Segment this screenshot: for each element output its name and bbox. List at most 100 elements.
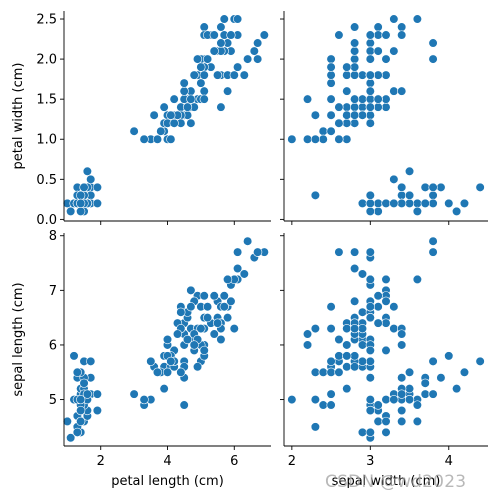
scatter-point [357, 356, 368, 366]
scatter-point [428, 198, 438, 208]
scatter-point [350, 323, 360, 334]
scatter-point [365, 94, 375, 104]
scatter-point [152, 134, 163, 144]
scatter-point [216, 22, 226, 32]
scatter-point [350, 94, 360, 104]
scatter-point [139, 134, 149, 144]
scatter-point [233, 62, 243, 72]
scatter-point [199, 345, 209, 356]
scatter-point [459, 367, 470, 377]
scatter-point [129, 389, 139, 399]
scatter-point [350, 70, 360, 80]
scatter-point [62, 416, 72, 427]
scatter-point [192, 362, 203, 372]
scatter-point [397, 405, 407, 416]
scatter-point [326, 54, 336, 64]
scatter-point [397, 182, 407, 192]
panel-petal-length-cm-vs-petal-width-cm-: 0.0 0.5 1.0 1.5 2.0 2.5 petal width (cm) [11, 11, 271, 228]
scatter-point [381, 70, 391, 80]
scatter-point [389, 394, 399, 405]
scatter-point [365, 274, 375, 285]
scatter-point [192, 54, 203, 64]
scatter-point [199, 94, 209, 104]
scatter-point [342, 62, 352, 72]
scatter-point [357, 70, 368, 80]
scatter-point [428, 54, 438, 64]
scatter-point [233, 14, 243, 24]
scatter-point [69, 351, 79, 361]
scatter-point [412, 206, 422, 216]
scatter-point [86, 174, 96, 184]
scatter-point [253, 54, 263, 64]
scatter-point [357, 307, 368, 317]
scatter-point [182, 102, 193, 112]
scatter-point [420, 182, 430, 192]
scatter-point [436, 182, 446, 192]
scatter-point [342, 362, 352, 372]
scatter-point [365, 405, 375, 416]
scatter-point [129, 126, 139, 136]
scatter-point [428, 389, 438, 399]
scatter-point [389, 86, 399, 96]
x-tick-label: 4 [445, 454, 453, 469]
scatter-point [334, 30, 344, 40]
scatter-point [326, 400, 336, 410]
scatter-point [397, 329, 407, 339]
scatter-point [199, 70, 209, 80]
scatter-point [176, 367, 186, 377]
scatter-point [373, 291, 383, 301]
scatter-point [436, 373, 446, 383]
scatter-point [66, 206, 76, 216]
scatter-point [373, 206, 383, 216]
scatter-point [381, 30, 391, 40]
scatter-point [350, 22, 360, 32]
scatter-point [397, 389, 407, 399]
scatter-point [199, 86, 209, 96]
scatter-point [412, 198, 422, 208]
scatter-point [166, 356, 176, 366]
x-tick-label: 2 [97, 454, 105, 469]
scatter-point [428, 190, 438, 200]
scatter-point [350, 110, 360, 120]
scatter-point [397, 416, 407, 427]
scatter-point [404, 190, 415, 200]
scatter-point [350, 102, 360, 112]
scatter-point [357, 110, 368, 120]
scatter-point [357, 323, 368, 334]
scatter-point [365, 54, 375, 64]
scatter-point [452, 384, 462, 394]
scatter-point [412, 14, 422, 24]
scatter-point [209, 46, 219, 56]
scatter-point [318, 134, 328, 144]
scatter-point [444, 351, 454, 361]
scatter-point [233, 263, 243, 274]
scatter-point [428, 247, 438, 257]
scatter-point [350, 62, 360, 72]
x-tick-label: 2 [288, 454, 296, 469]
scatter-point [389, 198, 399, 208]
scatter-point [326, 62, 336, 72]
scatter-point [444, 198, 454, 208]
scatter-point [365, 110, 375, 120]
scatter-point [202, 313, 213, 323]
scatter-point [365, 394, 375, 405]
scatter-point [342, 351, 352, 361]
scatter-point [381, 394, 391, 405]
scatter-point [176, 307, 186, 317]
scatter-point [199, 22, 209, 32]
x-axis-title: petal length (cm) [111, 474, 224, 489]
scatter-point [326, 94, 336, 104]
scatter-point [365, 198, 375, 208]
scatter-point [76, 416, 86, 427]
scatter-point [342, 86, 352, 96]
scatter-point [82, 166, 92, 176]
scatter-point [404, 198, 415, 208]
scatter-point [186, 118, 196, 128]
scatter-point [326, 356, 336, 366]
scatter-point [169, 94, 179, 104]
scatter-point [404, 166, 415, 176]
y-tick-label: 6 [49, 338, 57, 353]
scatter-point [146, 356, 156, 366]
scatter-point [334, 367, 344, 377]
scatter-point [166, 110, 176, 120]
